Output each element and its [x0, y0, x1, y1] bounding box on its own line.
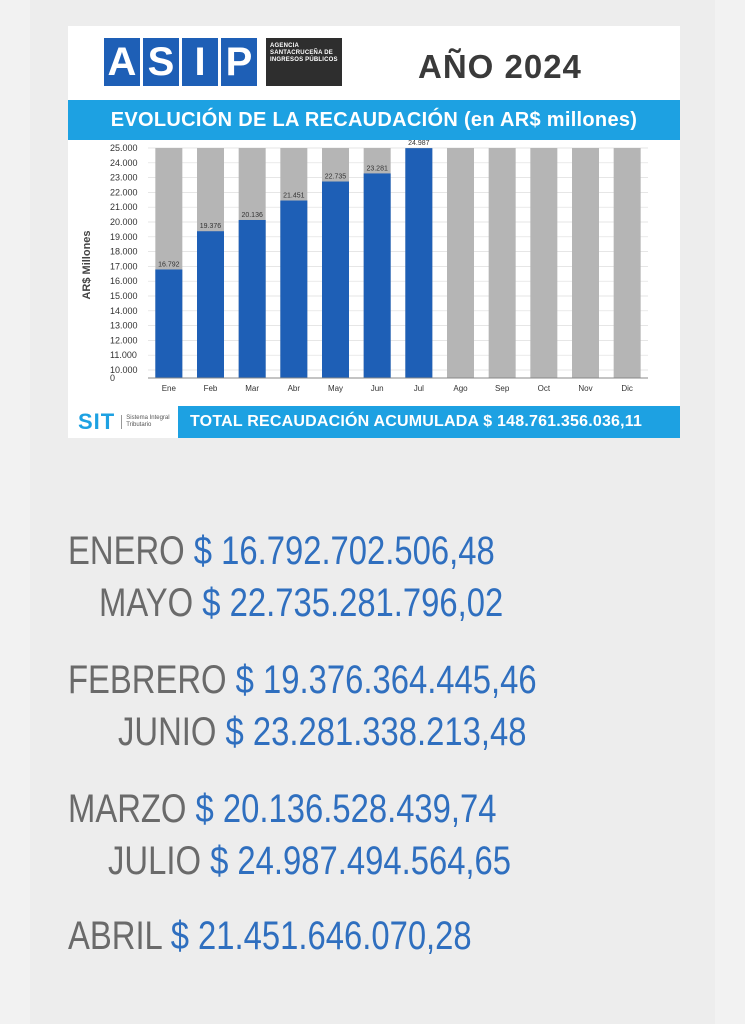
x-tick-label: Dic [621, 384, 633, 393]
summary-month: MAYO [99, 581, 194, 625]
data-label: 20.136 [241, 212, 263, 219]
total-collected-banner: TOTAL RECAUDACIÓN ACUMULADA $ 148.761.35… [178, 406, 680, 438]
logo-subtitle: AGENCIA SANTACRUCEÑA DE INGRESOS PÚBLICO… [266, 38, 342, 86]
y-tick-label: 17.000 [110, 261, 138, 271]
x-tick-label: Nov [578, 384, 592, 393]
revenue-bar-chart: AR$ Millones 25.000 24.000 23.000 22.000 21.0… [81, 140, 648, 393]
y-tick-label: 15.000 [110, 291, 138, 301]
y-tick-label: 25.000 [110, 143, 138, 153]
y-tick-label: 11.000 [110, 350, 137, 360]
summary-amount: $ 20.136.528.439,74 [195, 787, 497, 831]
bar-background [488, 148, 516, 378]
x-tick-label: Oct [538, 384, 551, 393]
bar [405, 148, 433, 378]
bar-background [447, 148, 474, 378]
x-tick-label: Abr [288, 384, 301, 393]
y-tick-label: 13.000 [110, 321, 138, 331]
bar [322, 181, 349, 378]
y-tick-label: 22.000 [110, 187, 138, 197]
footer-row: SIT Sistema Integral Tributario TOTAL RE… [68, 406, 680, 438]
summary-row: JUNIO $ 23.281.338.213,48 [118, 708, 526, 756]
y-tick-label: 12.000 [110, 335, 138, 345]
summary-month: MARZO [68, 787, 187, 831]
sit-logo: SIT Sistema Integral Tributario [68, 406, 178, 438]
data-label: 23.281 [366, 165, 388, 172]
summary-month: FEBRERO [68, 658, 227, 702]
summary-month: ABRIL [68, 914, 162, 958]
x-tick-label: Jun [371, 384, 384, 393]
summary-row: MAYO $ 22.735.281.796,02 [99, 579, 503, 627]
y-tick-label: 21.000 [110, 202, 138, 212]
data-label: 16.792 [158, 261, 180, 268]
summary-amount: $ 21.451.646.070,28 [170, 914, 472, 958]
summary-month: ENERO [68, 529, 185, 573]
data-label: 21.451 [283, 193, 305, 200]
y-tick-label: 0 [110, 373, 115, 383]
x-tick-label: Sep [495, 384, 510, 393]
x-tick-label: Mar [245, 384, 259, 393]
summary-month: JULIO [108, 839, 201, 883]
sit-label: SIT [78, 409, 116, 434]
summary-amount: $ 23.281.338.213,48 [225, 710, 527, 754]
logo-letter: P [221, 38, 257, 86]
bar [155, 269, 183, 378]
bar [280, 200, 308, 378]
summary-row: MARZO $ 20.136.528.439,74 [68, 785, 497, 833]
data-label: 24.987 [408, 140, 430, 147]
x-tick-label: Feb [204, 384, 218, 393]
infographic-card: A S I P AGENCIA SANTACRUCEÑA DE INGRESOS… [68, 26, 680, 438]
x-tick-label: Ago [453, 384, 468, 393]
data-label: 19.376 [200, 223, 222, 230]
x-tick-label: Ene [162, 384, 177, 393]
x-tick-label: Jul [414, 384, 424, 393]
summary-row: ENERO $ 16.792.702.506,48 [68, 527, 495, 575]
summary-month: JUNIO [118, 710, 217, 754]
asip-logo: A S I P AGENCIA SANTACRUCEÑA DE INGRESOS… [104, 38, 342, 88]
y-tick-label: 16.000 [110, 276, 138, 286]
x-tick-label: May [328, 384, 343, 393]
summary-row: JULIO $ 24.987.494.564,65 [108, 837, 511, 885]
y-tick-label: 23.000 [110, 173, 138, 183]
logo-letter: A [104, 38, 140, 86]
sit-subtitle: Sistema Integral Tributario [121, 415, 178, 429]
bar [197, 231, 224, 378]
y-tick-label: 18.000 [110, 247, 138, 257]
summary-row: FEBRERO $ 19.376.364.445,46 [68, 656, 537, 704]
summary-row: ABRIL $ 21.451.646.070,28 [68, 912, 472, 960]
bar [238, 219, 266, 378]
summary-amount: $ 16.792.702.506,48 [193, 529, 495, 573]
y-tick-label: 14.000 [110, 306, 138, 316]
y-tick-label: 19.000 [110, 232, 138, 242]
y-tick-label: 20.000 [110, 217, 138, 227]
y-axis-label: AR$ Millones [81, 230, 93, 299]
bar-background [530, 148, 558, 378]
y-tick-label: 24.000 [110, 158, 138, 168]
bar-background [613, 148, 641, 378]
chart-title-banner: EVOLUCIÓN DE LA RECAUDACIÓN (en AR$ mill… [68, 100, 680, 140]
bar-background [572, 148, 599, 378]
logo-letter: I [182, 38, 218, 86]
data-label: 22.735 [325, 174, 347, 181]
summary-amount: $ 19.376.364.445,46 [235, 658, 537, 702]
summary-amount: $ 24.987.494.564,65 [210, 839, 512, 883]
logo-letter: S [143, 38, 179, 86]
summary-amount: $ 22.735.281.796,02 [202, 581, 504, 625]
bar [363, 173, 391, 378]
year-title: AÑO 2024 [418, 48, 582, 85]
y-tick-label: 10.000 [110, 365, 138, 375]
